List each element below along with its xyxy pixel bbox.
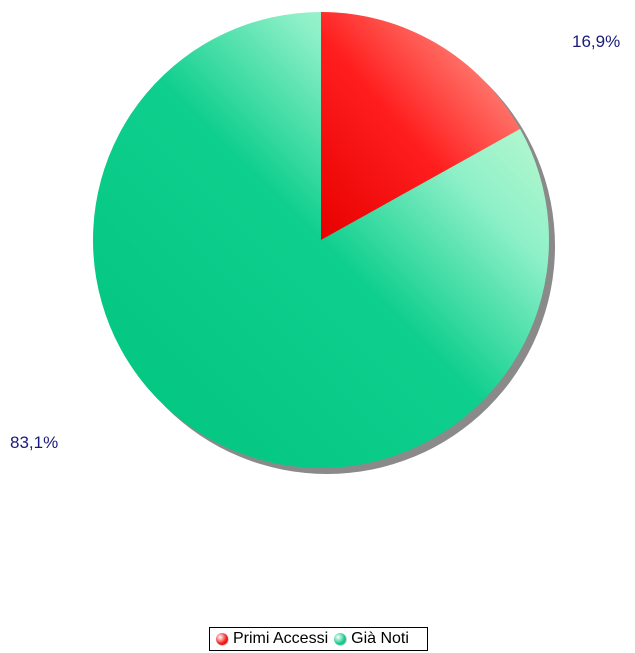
legend-swatch-primi-accessi: [216, 633, 228, 645]
chart-legend: Primi Accessi Già Noti: [209, 627, 428, 651]
pie-slice-primi-accessi: [321, 12, 521, 240]
legend-label-primi-accessi: Primi Accessi: [233, 630, 329, 647]
legend-item-primi-accessi: Primi Accessi: [216, 630, 328, 648]
pie-slice-gi-noti: [92, 12, 549, 469]
legend-swatch-gia-noti: [334, 633, 347, 645]
slice-label-primi-accessi: 16,9%: [572, 32, 621, 51]
slice-label-gia-noti: 83,1%: [10, 433, 59, 452]
legend-item-gia-noti: Già Noti: [334, 630, 409, 648]
legend-label-gia-noti: Già Noti: [351, 630, 409, 647]
